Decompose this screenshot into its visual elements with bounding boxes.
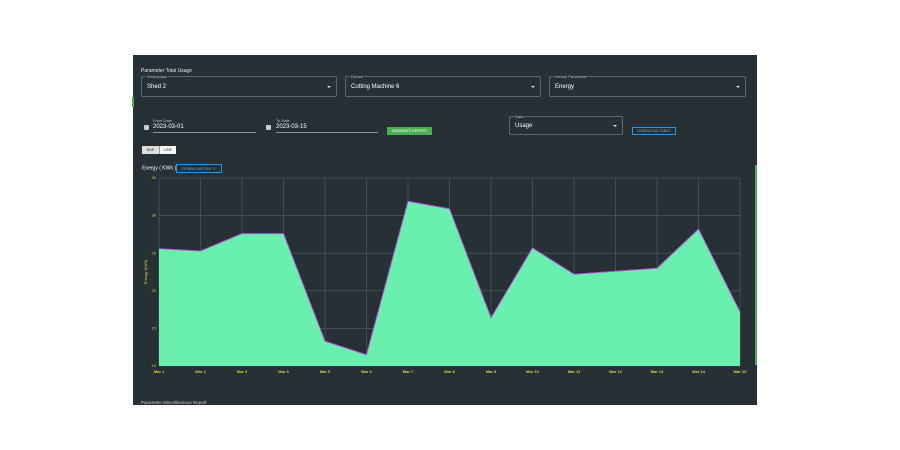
calendar-icon[interactable]	[266, 125, 271, 130]
generate-button[interactable]: GENERATE REPORT	[387, 127, 432, 135]
y-tick-label: 35	[152, 175, 157, 180]
dropdown-arrow	[327, 86, 331, 88]
select-value: Shed 2	[147, 84, 167, 90]
x-tick-label: Mar 6	[361, 369, 372, 374]
calendar-icon[interactable]	[144, 125, 149, 130]
date-input[interactable]: 2023-03-15	[276, 124, 378, 133]
data-select[interactable]: Data Usage	[509, 114, 623, 135]
select-label: Data	[514, 114, 525, 119]
x-tick-label: Mar 11	[568, 369, 581, 374]
side-marker	[132, 97, 134, 107]
panel: Parameter Total Usage Workspace Shed 2 D…	[132, 55, 757, 405]
y-tick-label: 10	[152, 363, 157, 368]
x-tick-label: Mar 7	[403, 369, 414, 374]
dropdown-arrow	[736, 86, 740, 88]
x-tick-label: Mar 9	[486, 369, 497, 374]
x-tick-label: Mar 13	[651, 369, 664, 374]
date-label: From Date	[153, 118, 172, 123]
x-tick-label: Mar 14	[692, 369, 705, 374]
x-tick-label: Mar 3	[237, 369, 248, 374]
chart: Energy ( KWh ) Energy (kWh) 10 15 20 25 30 35…	[142, 165, 747, 374]
y-tick-label: 30	[152, 213, 157, 218]
x-tick-label: Mar 4	[278, 369, 289, 374]
select-label: Device	[350, 74, 365, 79]
x-tick-label: Mar 10	[526, 369, 539, 374]
parameter-select[interactable]: Device Parameter Energy	[549, 74, 746, 97]
area-line	[158, 200, 741, 356]
y-tick-label: 15	[152, 325, 157, 330]
dropdown-arrow	[531, 86, 535, 88]
dropdown-arrow	[613, 125, 617, 127]
select-label: Workspace	[146, 74, 168, 79]
x-tick-label: Mar 8	[444, 369, 455, 374]
y-tick-label: 20	[152, 288, 157, 293]
y-tick-label: 25	[152, 250, 157, 255]
x-tick-label: Mar 2	[195, 369, 206, 374]
x-tick-label: Mar 5	[320, 369, 331, 374]
date-input[interactable]: 2023-03-01	[153, 124, 256, 133]
x-tick-label: Mar 15	[734, 369, 747, 374]
chart-title: Energy ( KWh )	[142, 165, 177, 171]
device-select[interactable]: Device Cutting Machine 6	[345, 74, 541, 97]
date-label: To Date	[276, 118, 290, 123]
area	[159, 201, 740, 366]
toggle-line[interactable]: LINE	[159, 146, 176, 154]
workspace-select[interactable]: Workspace Shed 2	[141, 74, 337, 97]
select-label: Device Parameter	[554, 74, 589, 79]
select-value: Cutting Machine 6	[351, 84, 400, 90]
scrollbar[interactable]	[755, 165, 757, 365]
section-title: Parameter Miscellaneous Report	[141, 400, 207, 405]
select-value: Usage	[515, 123, 533, 129]
download-pdf-button[interactable]: DOWNLOAD PDF ↥	[176, 164, 222, 173]
select-value: Energy	[555, 84, 575, 90]
x-tick-label: Mar 1	[154, 369, 165, 374]
button-text: DOWNLOAD PDF	[182, 167, 212, 171]
toggle-bar[interactable]: BAR	[142, 146, 159, 154]
x-tick-label: Mar 12	[609, 369, 622, 374]
download-table-button[interactable]: DOWNLOAD TABLE	[632, 127, 676, 135]
section-title: Parameter Total Usage	[141, 68, 193, 74]
y-axis-label: Energy (kWh)	[143, 259, 148, 284]
